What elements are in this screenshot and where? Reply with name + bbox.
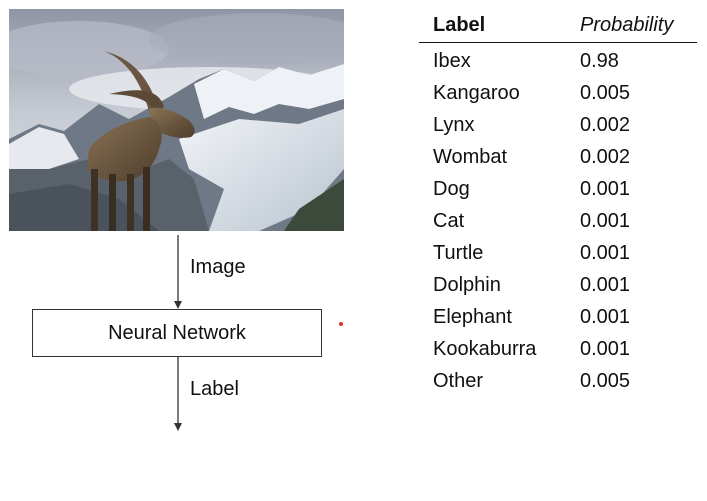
probability-cell: 0.001 [580,209,631,232]
input-arrow [174,235,182,309]
output-arrow [174,357,182,431]
probability-cell: 0.001 [580,241,631,264]
class-label-cell: Dog [433,177,470,200]
column-header-probability: Probability [580,8,697,43]
table-row: Ibex 0.98 [419,43,697,78]
class-label-cell: Other [433,369,484,392]
red-dot-marker [339,322,343,326]
probability-cell: 0.002 [580,113,631,136]
probability-cell: 0.002 [580,145,631,168]
output-edge-label: Label [190,378,239,400]
input-edge-label: Image [190,256,246,278]
probability-cell: 0.001 [580,305,631,328]
probability-table: Label Probability Ibex 0.98 Kangaroo 0.005 L… [419,8,697,397]
probability-cell: 0.001 [580,273,631,296]
table-row: Kookaburra 0.001 [419,333,697,365]
class-label-cell: Wombat [433,145,508,168]
table-row: Cat 0.001 [419,205,697,237]
class-label-cell: Kangaroo [433,81,520,104]
class-label-cell: Kookaburra [433,337,537,360]
table-header-row: Label Probability [419,8,697,43]
table-body: Ibex 0.98 Kangaroo 0.005 Lynx 0.002 Wombat 0.00… [419,43,697,398]
probability-cell: 0.001 [580,177,631,200]
probability-cell: 0.005 [580,81,631,104]
table-row: Elephant 0.001 [419,301,697,333]
neural-network-label: Neural Network [108,321,246,344]
class-label-cell: Ibex [433,49,471,72]
table-row: Dolphin 0.001 [419,269,697,301]
neural-network-box: Neural Network [32,309,322,357]
table-row: Other 0.005 [419,365,697,397]
ibex-photo [9,9,344,231]
probability-cell: 0.001 [580,337,631,360]
probability-cell: 0.98 [580,49,619,72]
class-label-cell: Turtle [433,241,484,264]
column-header-label: Label [419,8,580,43]
table-row: Turtle 0.001 [419,237,697,269]
table-row: Wombat 0.002 [419,141,697,173]
table-row: Dog 0.001 [419,173,697,205]
class-label-cell: Dolphin [433,273,501,296]
class-label-cell: Lynx [433,113,475,136]
class-label-cell: Cat [433,209,465,232]
probability-cell: 0.005 [580,369,631,392]
table-row: Lynx 0.002 [419,109,697,141]
class-label-cell: Elephant [433,305,512,328]
table-row: Kangaroo 0.005 [419,77,697,109]
